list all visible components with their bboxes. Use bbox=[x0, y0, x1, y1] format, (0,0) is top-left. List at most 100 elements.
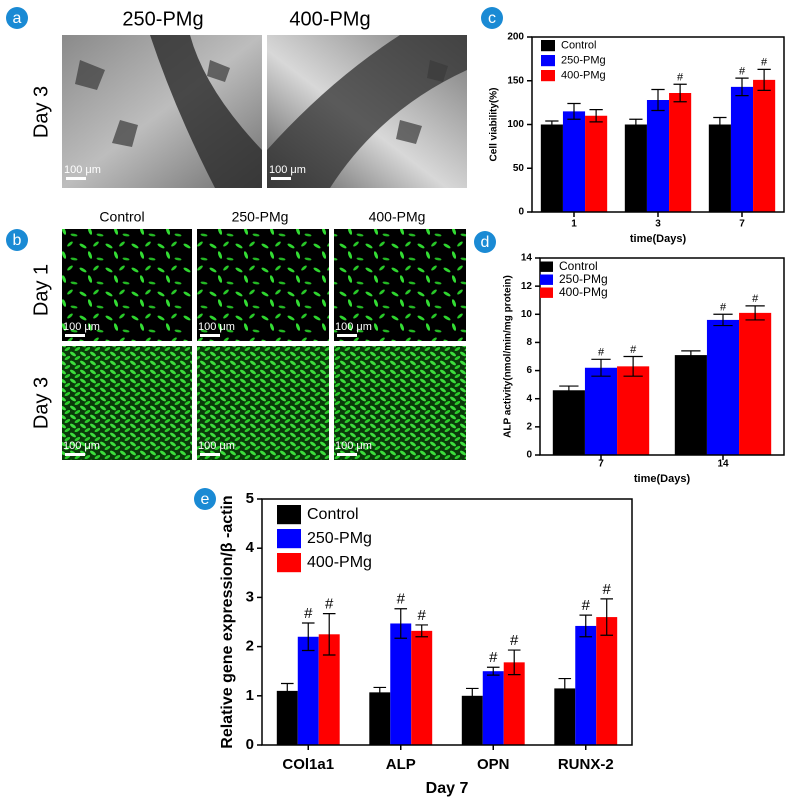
bar bbox=[753, 79, 776, 212]
y-tick-label: 0 bbox=[526, 450, 532, 461]
error-bar bbox=[394, 608, 408, 639]
significance-mark: # bbox=[761, 57, 768, 69]
legend-swatch bbox=[540, 261, 553, 272]
significance-mark: # bbox=[630, 344, 637, 356]
error-bar bbox=[600, 598, 614, 636]
legend-label: 250-PMg bbox=[561, 55, 606, 67]
legend-label: 400-PMg bbox=[559, 285, 608, 299]
x-axis-label: time(Days) bbox=[630, 233, 687, 245]
x-axis-label: time(Days) bbox=[634, 473, 691, 485]
fluorescence-image bbox=[62, 346, 192, 460]
panel-letter-badge bbox=[6, 229, 28, 251]
legend-label: 400-PMg bbox=[561, 70, 606, 82]
legend-label: Control bbox=[559, 259, 598, 273]
y-tick-label: 2 bbox=[526, 421, 532, 432]
row-label: Day 3 bbox=[30, 86, 52, 138]
panel-letter-badge bbox=[474, 231, 496, 253]
significance-mark: # bbox=[598, 347, 605, 359]
bar bbox=[706, 319, 740, 455]
error-bar bbox=[486, 666, 500, 676]
error-bar bbox=[559, 385, 579, 396]
scale-bar bbox=[66, 177, 86, 180]
error-bar bbox=[591, 358, 611, 377]
bar bbox=[575, 625, 597, 745]
scale-bar bbox=[271, 177, 291, 180]
panel-letter: c bbox=[488, 10, 496, 27]
significance-mark: # bbox=[418, 607, 427, 624]
plot-frame bbox=[539, 257, 785, 456]
y-tick-label: 10 bbox=[521, 309, 533, 320]
plot-frame bbox=[261, 498, 633, 746]
scale-bar bbox=[200, 334, 220, 337]
x-tick-label: ALP bbox=[386, 756, 416, 773]
row-label: Day 3 bbox=[30, 377, 52, 429]
error-bar bbox=[651, 88, 665, 112]
scale-bar-label: 100 μm bbox=[63, 321, 100, 333]
column-label: 400-PMg bbox=[289, 8, 370, 30]
significance-mark: # bbox=[510, 632, 519, 649]
legend-swatch bbox=[277, 553, 301, 573]
error-bar bbox=[623, 355, 643, 377]
fluorescence-image bbox=[62, 229, 192, 341]
y-tick-label: 0 bbox=[518, 207, 524, 218]
error-bar bbox=[713, 116, 727, 133]
scale-bar bbox=[65, 453, 85, 456]
bar bbox=[624, 124, 647, 212]
bar bbox=[730, 86, 754, 212]
error-bar bbox=[465, 687, 479, 704]
legend-label: Control bbox=[307, 506, 359, 523]
bar bbox=[461, 695, 483, 745]
column-label: 250-PMg bbox=[232, 209, 289, 225]
bar bbox=[482, 671, 504, 745]
column-label: 400-PMg bbox=[369, 209, 426, 225]
panel-letter-badge bbox=[481, 7, 503, 29]
sem-shadow bbox=[267, 35, 467, 188]
bar bbox=[503, 662, 525, 745]
sem-cells bbox=[396, 60, 448, 144]
error-bar bbox=[322, 613, 336, 656]
y-tick-label: 8 bbox=[526, 337, 532, 348]
y-tick-label: 200 bbox=[507, 32, 524, 43]
x-tick-label: 7 bbox=[598, 459, 604, 470]
legend-swatch bbox=[541, 70, 555, 82]
error-bar bbox=[735, 77, 749, 97]
error-bar bbox=[280, 682, 294, 699]
y-tick-label: 6 bbox=[526, 365, 532, 376]
x-axis-label: Day 7 bbox=[426, 780, 469, 797]
y-tick-label: 4 bbox=[526, 393, 532, 404]
bar bbox=[584, 367, 618, 455]
error-bar bbox=[757, 68, 771, 91]
bar bbox=[552, 390, 585, 455]
significance-mark: # bbox=[397, 591, 406, 608]
legend-swatch bbox=[540, 287, 553, 298]
error-bar bbox=[373, 686, 387, 698]
sem-cells bbox=[75, 60, 230, 147]
legend-label: 250-PMg bbox=[307, 530, 372, 547]
legend-label: 250-PMg bbox=[559, 272, 608, 286]
bar bbox=[276, 690, 298, 745]
row-label: Day 1 bbox=[30, 264, 52, 316]
legend-swatch bbox=[541, 40, 555, 52]
significance-mark: # bbox=[677, 72, 684, 84]
error-bar bbox=[629, 118, 643, 131]
y-axis-label: Cell viability(%) bbox=[489, 88, 500, 162]
x-tick-label: 1 bbox=[571, 219, 577, 230]
bar bbox=[708, 124, 731, 212]
legend-swatch bbox=[277, 505, 301, 525]
bar bbox=[411, 630, 433, 745]
x-tick-label: 3 bbox=[655, 219, 661, 230]
x-tick-label: OPN bbox=[477, 756, 510, 773]
error-bar bbox=[589, 109, 603, 123]
fluorescence-image bbox=[334, 346, 466, 460]
error-bar bbox=[713, 313, 733, 327]
significance-mark: # bbox=[739, 65, 746, 77]
scale-bar bbox=[200, 453, 220, 456]
error-bar bbox=[558, 677, 572, 699]
error-bar bbox=[415, 624, 429, 638]
scale-bar-label: 100 μm bbox=[198, 440, 235, 452]
scale-bar-label: 100 μm bbox=[198, 321, 235, 333]
sem-shadow bbox=[150, 35, 262, 188]
bar bbox=[596, 617, 618, 745]
x-tick-label: RUNX-2 bbox=[558, 756, 614, 773]
